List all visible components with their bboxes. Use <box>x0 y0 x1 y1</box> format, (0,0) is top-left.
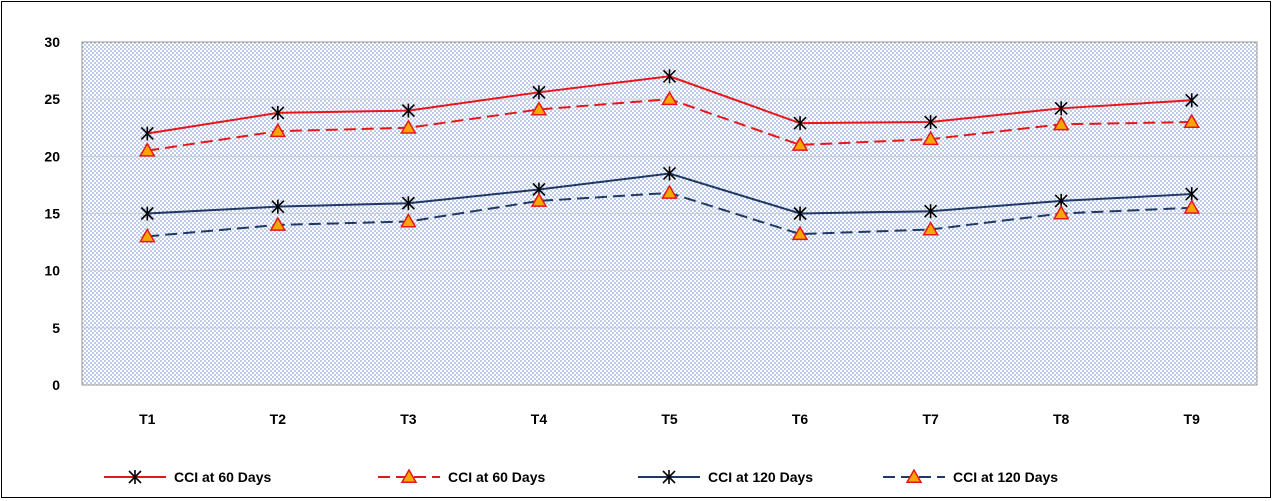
y-tick-label: 30 <box>44 34 60 50</box>
y-tick-label: 10 <box>44 263 60 279</box>
legend-item: CCI at 60 Days <box>378 468 545 485</box>
legend-marker <box>128 470 142 484</box>
data-point <box>1183 113 1201 129</box>
x-axis: T1 T2 T3 T4 T5 T6 T7 T8 T9 <box>139 411 1200 427</box>
x-tick-label: T9 <box>1184 411 1201 427</box>
data-point <box>400 212 417 228</box>
x-tick-label: T2 <box>270 411 287 427</box>
data-point <box>271 199 285 214</box>
data-point <box>793 206 807 221</box>
series-group <box>138 69 1201 243</box>
legend-item: CCI at 120 Days <box>638 469 813 485</box>
data-point <box>791 136 809 151</box>
legend-marker <box>905 468 923 483</box>
x-tick-label: T1 <box>139 411 156 427</box>
data-point <box>530 192 548 207</box>
data-point <box>401 196 415 211</box>
data-point <box>662 166 677 181</box>
data-point <box>532 85 546 100</box>
x-tick-label: T5 <box>661 411 678 427</box>
legend-label: CCI at 120 Days <box>953 469 1058 485</box>
data-point <box>1052 204 1070 220</box>
y-tick-label: 15 <box>44 206 60 222</box>
data-point <box>922 130 939 146</box>
legend-item: CCI at 120 Days <box>883 468 1058 485</box>
legend-marker <box>400 468 418 483</box>
legend: CCI at 60 Days CCI at 60 Days CCI at 120 D… <box>104 468 1058 485</box>
data-point <box>791 225 809 241</box>
data-point <box>661 90 678 106</box>
data-point <box>271 105 285 120</box>
x-tick-label: T6 <box>792 411 809 427</box>
x-tick-label: T7 <box>922 411 939 427</box>
data-point <box>530 100 548 116</box>
data-point <box>1183 199 1201 214</box>
data-point <box>661 184 678 199</box>
legend-marker <box>662 470 676 484</box>
data-point <box>269 122 287 138</box>
data-point <box>140 126 154 141</box>
data-point <box>1054 101 1068 116</box>
y-axis: 0 5 10 15 20 25 30 <box>44 34 60 393</box>
data-point <box>924 204 938 219</box>
legend-label: CCI at 120 Days <box>708 469 813 485</box>
y-tick-label: 5 <box>52 320 60 336</box>
x-tick-label: T4 <box>531 411 548 427</box>
data-point <box>1052 115 1070 131</box>
y-tick-label: 0 <box>52 377 60 393</box>
data-point <box>400 119 417 134</box>
legend-item: CCI at 60 Days <box>104 469 271 485</box>
data-point <box>924 115 938 130</box>
x-tick-label: T8 <box>1053 411 1070 427</box>
data-point <box>138 227 156 243</box>
data-point <box>269 216 287 231</box>
legend-label: CCI at 60 Days <box>174 469 271 485</box>
x-tick-label: T3 <box>400 411 417 427</box>
legend-label: CCI at 60 Days <box>448 469 545 485</box>
data-point <box>401 103 415 118</box>
y-tick-label: 25 <box>44 91 60 107</box>
data-point <box>1185 187 1199 202</box>
data-point <box>922 220 939 236</box>
data-point <box>140 206 154 221</box>
data-point <box>1185 93 1199 108</box>
y-tick-label: 20 <box>44 148 60 164</box>
data-point <box>662 69 677 84</box>
data-point <box>793 116 807 131</box>
data-point <box>138 142 156 157</box>
